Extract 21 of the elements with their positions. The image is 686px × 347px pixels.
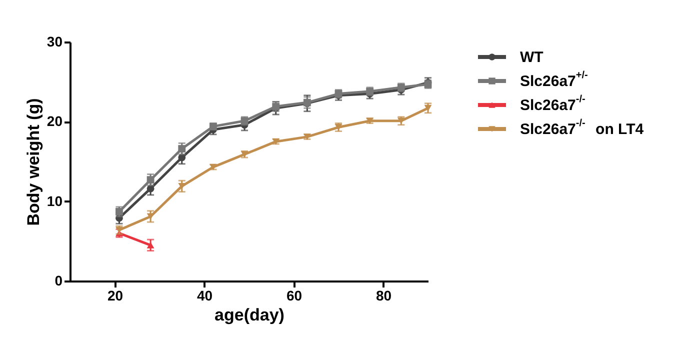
- y-axis-title: Body weight (g): [24, 98, 43, 226]
- x-axis-title: age(day): [214, 306, 284, 324]
- legend-label: WT: [520, 49, 544, 66]
- legend-label: Slc26a7-/-: [520, 94, 586, 114]
- x-tick-label: 40: [196, 288, 213, 304]
- point: [424, 104, 432, 112]
- y-tick-label: 0: [54, 272, 63, 288]
- point: [178, 154, 186, 162]
- point: [116, 208, 123, 216]
- point: [178, 182, 186, 190]
- legend-label: Slc26a7-/- on LT4: [520, 118, 644, 138]
- legend-label: Slc26a7+/-: [520, 70, 588, 90]
- y-tick-label: 30: [46, 34, 63, 50]
- point: [178, 145, 186, 152]
- point: [146, 184, 154, 192]
- x-tick-label: 60: [286, 288, 302, 304]
- y-tick-label: 10: [46, 192, 63, 209]
- point: [146, 176, 154, 184]
- x-tick-label: 20: [107, 288, 124, 304]
- y-tick-label: 20: [46, 113, 63, 130]
- x-tick-label: 80: [376, 288, 392, 304]
